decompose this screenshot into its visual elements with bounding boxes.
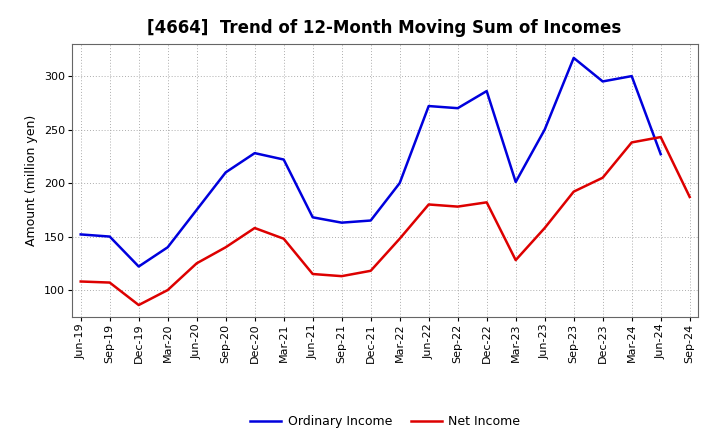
Ordinary Income xyxy=(76,232,85,237)
Net Income xyxy=(192,260,201,266)
Net Income xyxy=(76,279,85,284)
Net Income xyxy=(279,236,288,242)
Ordinary Income xyxy=(424,103,433,109)
Ordinary Income xyxy=(511,180,520,185)
Ordinary Income xyxy=(192,207,201,213)
Net Income xyxy=(338,274,346,279)
Net Income xyxy=(105,280,114,285)
Ordinary Income xyxy=(105,234,114,239)
Ordinary Income xyxy=(657,151,665,157)
Ordinary Income xyxy=(279,157,288,162)
Ordinary Income xyxy=(338,220,346,225)
Net Income xyxy=(598,175,607,180)
Net Income xyxy=(570,189,578,194)
Ordinary Income xyxy=(221,170,230,175)
Ordinary Income xyxy=(251,150,259,156)
Net Income xyxy=(454,204,462,209)
Net Income xyxy=(511,257,520,263)
Ordinary Income xyxy=(482,88,491,94)
Ordinary Income xyxy=(627,73,636,79)
Ordinary Income xyxy=(598,79,607,84)
Ordinary Income xyxy=(308,215,317,220)
Net Income xyxy=(308,271,317,277)
Net Income xyxy=(627,140,636,145)
Ordinary Income xyxy=(366,218,375,223)
Net Income xyxy=(482,200,491,205)
Net Income xyxy=(657,135,665,140)
Ordinary Income xyxy=(454,106,462,111)
Net Income xyxy=(366,268,375,273)
Text: [4664]  Trend of 12-Month Moving Sum of Incomes: [4664] Trend of 12-Month Moving Sum of I… xyxy=(147,19,621,37)
Net Income xyxy=(541,225,549,231)
Line: Net Income: Net Income xyxy=(81,137,690,305)
Ordinary Income xyxy=(570,55,578,61)
Net Income xyxy=(424,202,433,207)
Ordinary Income xyxy=(163,245,172,250)
Net Income xyxy=(135,302,143,308)
Net Income xyxy=(221,245,230,250)
Line: Ordinary Income: Ordinary Income xyxy=(81,58,661,267)
Ordinary Income xyxy=(135,264,143,269)
Legend: Ordinary Income, Net Income: Ordinary Income, Net Income xyxy=(245,411,526,433)
Ordinary Income xyxy=(541,127,549,132)
Ordinary Income xyxy=(395,180,404,186)
Net Income xyxy=(395,236,404,242)
Net Income xyxy=(685,194,694,200)
Net Income xyxy=(251,225,259,231)
Net Income xyxy=(163,287,172,293)
Y-axis label: Amount (million yen): Amount (million yen) xyxy=(25,115,38,246)
